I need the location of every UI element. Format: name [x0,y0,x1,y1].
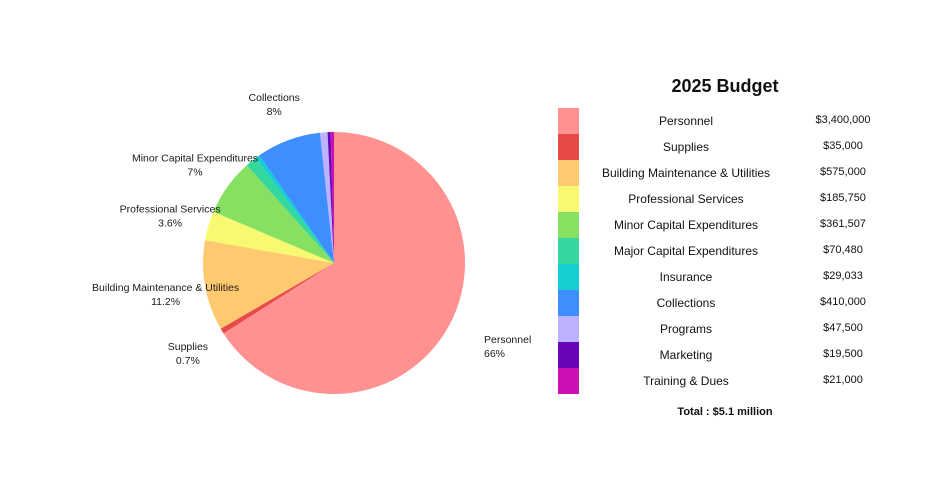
pie-slice-minor-capital-expenditures [213,165,334,263]
legend-label: Insurance [659,270,713,284]
pie-slice-major-capital-expenditures [246,158,334,263]
pie-slice-insurance [255,155,334,263]
legend-amount: $575,000 [820,166,866,178]
legend-swatch [558,316,579,342]
legend-item-insurance: Insurance $29,033 [558,264,878,290]
legend-swatch [558,134,579,160]
legend-item-marketing: Marketing $19,500 [558,342,878,368]
pie-slice-personnel [223,132,466,394]
legend-item-collections: Collections $410,000 [558,290,878,316]
pie-label-professional-services: Professional Services [120,203,221,215]
legend-item-personnel: Personnel $3,400,000 [558,108,878,134]
chart-title: 2025 Budget [671,76,779,96]
legend-amount: $185,750 [820,192,866,204]
pie-pct-label-minor-capital-expenditures: 7% [187,166,202,178]
legend-label: Personnel [658,114,714,128]
legend-amount: $3,400,000 [815,114,871,126]
pie-slice-collections [259,132,334,263]
legend-swatch [558,186,579,212]
legend-amount: $35,000 [823,140,863,152]
legend-amount: $361,507 [820,218,866,230]
legend-label: Minor Capital Expenditures [613,218,759,232]
legend-item-building-maintenance-and-utilities: Building Maintenance & Utilities $575,000 [558,160,878,186]
legend-swatch [558,264,579,290]
legend-swatch [558,212,579,238]
pie-pct-label-professional-services: 3.6% [158,217,182,229]
legend-item-programs: Programs $47,500 [558,316,878,342]
pie-label-collections: Collections [249,92,300,104]
pie-pct-label-collections: 8% [267,106,282,118]
legend-amount: $70,480 [823,244,863,256]
pie-slice-programs [319,132,334,263]
legend-swatch [558,160,579,186]
pie-slice-professional-services [205,211,334,263]
legend-item-supplies: Supplies $35,000 [558,134,878,160]
legend-amount: $19,500 [823,348,863,360]
legend-swatch [558,108,579,134]
legend-amount: $47,500 [823,322,863,334]
legend-label: Supplies [662,140,710,154]
legend-amount: $29,033 [823,270,863,282]
pie-slice-building-maintenance-and-utilities [202,240,334,329]
legend-label: Marketing [659,348,713,362]
legend-label: Building Maintenance & Utilities [601,166,771,180]
pie-label-personnel: Personnel [484,334,531,346]
legend-amount: $21,000 [823,374,863,386]
legend-total: Total : $5.1 million [677,406,773,418]
legend-swatch [558,368,579,394]
legend-label: Training & Dues [643,374,729,388]
pie-slice-marketing [327,132,334,263]
pie-pct-label-personnel: 66% [484,348,505,360]
legend-label: Programs [659,322,712,336]
legend-label: Major Capital Expenditures [613,244,759,258]
pie-pct-label-building-maintenance-and-utilities: 11.2% [151,296,180,308]
pie-slice-supplies [220,263,334,334]
legend-swatch [558,342,579,368]
legend-item-major-capital-expenditures: Major Capital Expenditures $70,480 [558,238,878,264]
pie-slice-training-and-dues [330,131,334,263]
legend-swatch [558,238,579,264]
legend-item-minor-capital-expenditures: Minor Capital Expenditures $361,507 [558,212,878,238]
legend-label: Professional Services [628,192,744,206]
pie-label-minor-capital-expenditures: Minor Capital Expenditures [132,152,258,164]
pie-label-supplies: Supplies [168,341,208,353]
legend-label: Collections [656,296,716,310]
legend-item-training-and-dues: Training & Dues $21,000 [558,368,878,394]
legend-swatch [558,290,579,316]
legend-item-professional-services: Professional Services $185,750 [558,186,878,212]
legend-amount: $410,000 [820,296,866,308]
pie-pct-label-supplies: 0.7% [176,355,200,367]
pie-label-building-maintenance-and-utilities: Building Maintenance & Utilities [92,282,239,294]
